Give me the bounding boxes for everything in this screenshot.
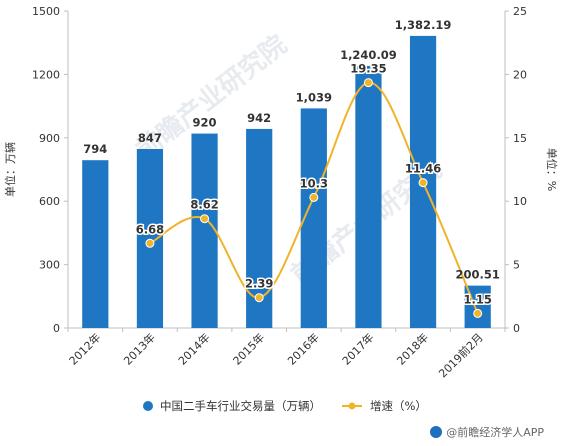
line-data-label: 11.46 — [405, 162, 441, 176]
legend-line-marker-dot — [348, 402, 356, 410]
line-data-label: 8.62 — [190, 198, 218, 212]
bar-data-label: 942 — [247, 111, 271, 125]
y-tick-label-right: 20 — [513, 68, 527, 81]
growth-point — [309, 192, 319, 202]
line-data-label: 6.68 — [136, 222, 164, 236]
bar-data-label: 847 — [138, 131, 162, 145]
y-tick-label-left: 900 — [39, 132, 60, 145]
bar — [82, 160, 109, 328]
y-tick-label-right: 10 — [513, 195, 527, 208]
y-tick-label-right: 15 — [513, 132, 527, 145]
y-tick-label-left: 1200 — [32, 68, 60, 81]
y-tick-label-right: 25 — [513, 5, 527, 18]
y-tick-label-left: 0 — [53, 322, 60, 335]
line-data-label: 2.39 — [245, 277, 273, 291]
line-data-label: 10.3 — [300, 176, 328, 190]
y-tick-label-left: 300 — [39, 259, 60, 272]
y-tick-label-right: 0 — [513, 322, 520, 335]
bar — [136, 149, 164, 328]
y-tick-label-left: 1500 — [32, 5, 60, 18]
bar-data-label: 920 — [193, 116, 217, 130]
growth-point — [363, 78, 373, 88]
y-tick-label-right: 5 — [513, 259, 520, 272]
line-data-label: 19.35 — [350, 62, 386, 76]
x-tick-label: 2014年 — [175, 330, 212, 367]
x-tick-label: 2012年 — [66, 330, 103, 367]
brand-logo-icon — [430, 426, 443, 438]
x-tick-label: 2016年 — [284, 330, 321, 367]
bar-data-label: 794 — [83, 142, 107, 156]
legend-bar-marker — [143, 401, 153, 411]
growth-point — [145, 238, 155, 248]
y-tick-label-left: 600 — [39, 195, 60, 208]
y-axis-left-title: 单位：万辆 — [3, 142, 17, 197]
legend-line-label: 增速（%） — [370, 399, 427, 413]
bar-data-label: 1,382.19 — [395, 18, 452, 32]
x-tick-label: 2017年 — [339, 330, 376, 367]
bar — [355, 65, 382, 328]
bar-data-label: 1,240.09 — [340, 48, 397, 62]
x-tick-label: 2018年 — [394, 330, 431, 367]
line-data-label: 1.15 — [464, 292, 492, 306]
growth-point — [200, 214, 210, 224]
footer-credit: @前瞻经济学人APP — [430, 424, 544, 440]
bar-data-label: 200.51 — [455, 268, 499, 282]
bar-data-label: 1,039 — [296, 90, 332, 104]
bar — [191, 133, 218, 328]
x-tick-label: 2015年 — [230, 330, 267, 367]
x-tick-label: 2013年 — [121, 330, 158, 367]
growth-point — [254, 293, 264, 303]
growth-point — [473, 308, 483, 318]
y-axis-right-title: 单位：% — [545, 148, 559, 191]
growth-point — [418, 178, 428, 188]
legend-bar-label: 中国二手车行业交易量（万辆） — [160, 399, 321, 413]
x-tick-label: 2019前2月 — [436, 330, 486, 380]
footer-text: @前瞻经济学人APP — [446, 426, 544, 439]
